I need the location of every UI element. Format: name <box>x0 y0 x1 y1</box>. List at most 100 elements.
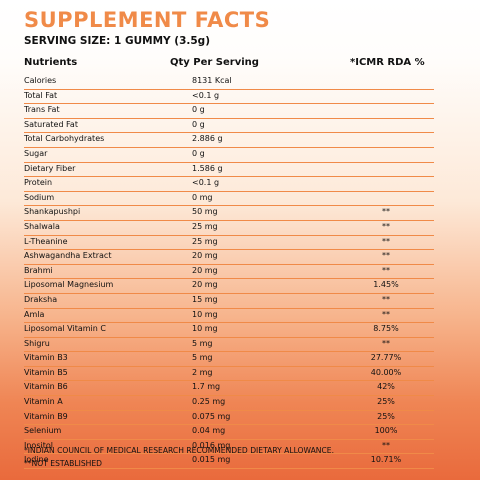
nutrient-rda: 1.45% <box>373 280 399 290</box>
table-row: Vitamin B9 0.075 mg 25% <box>24 411 434 426</box>
table-row: Vitamin B6 1.7 mg 42% <box>24 381 434 397</box>
table-row: Saturated Fat 0 g <box>24 119 434 134</box>
table-row: Shankapushpi 50 mg ** <box>24 206 434 221</box>
table-row: Vitamin B3 5 mg 27.77% <box>24 352 434 367</box>
page-title: SUPPLEMENT FACTS <box>24 8 271 32</box>
nutrient-qty: 10 mg <box>192 324 218 334</box>
nutrient-rda: ** <box>382 294 390 304</box>
nutrient-name: Liposomal Vitamin C <box>24 324 106 334</box>
nutrient-qty: 20 mg <box>192 265 218 275</box>
serving-size: SERVING SIZE: 1 GUMMY (3.5g) <box>24 35 211 47</box>
nutrient-rda: ** <box>382 338 390 348</box>
nutrient-name: Brahmi <box>24 265 53 275</box>
nutrient-name: Vitamin B3 <box>24 353 68 363</box>
table-row: Iodine 0.015 mg 10.71% <box>24 454 434 470</box>
nutrient-qty: <0.1 g <box>192 90 220 100</box>
table-row: Total Carbohydrates 2.886 g <box>24 133 434 148</box>
nutrient-qty: 0 g <box>192 105 205 115</box>
nutrient-qty: 5 mg <box>192 338 213 348</box>
nutrient-qty: 0.016 mg <box>192 440 231 450</box>
nutrient-qty: 50 mg <box>192 207 218 217</box>
nutrient-rda: 10.71% <box>370 455 402 465</box>
nutrient-name: Trans Fat <box>24 105 60 115</box>
table-row: Liposomal Magnesium 20 mg 1.45% <box>24 279 434 294</box>
table-row: Shalwala 25 mg ** <box>24 221 434 236</box>
nutrient-qty: 0.04 mg <box>192 426 226 436</box>
nutrient-rda: ** <box>382 265 390 275</box>
nutrient-name: Total Fat <box>24 90 58 100</box>
footnote-icmr: *INDIAN COUNCIL OF MEDICAL RESEARCH RECO… <box>24 446 335 455</box>
table-row: Amla 10 mg ** <box>24 309 434 324</box>
nutrient-name: Dietary Fiber <box>24 163 76 173</box>
nutrient-name: Shalwala <box>24 221 60 231</box>
nutrient-qty: 10 mg <box>192 309 218 319</box>
table-row: Inositol 0.016 mg ** <box>24 440 434 455</box>
nutrient-name: Sugar <box>24 148 48 158</box>
table-row: Draksha 15 mg ** <box>24 294 434 309</box>
nutrient-qty: 2.886 g <box>192 134 223 144</box>
header-qty: Qty Per Serving <box>170 57 259 68</box>
nutrient-name: Selenium <box>24 426 62 436</box>
nutrient-table: Calories 8131 Kcal Total Fat <0.1 g Trans … <box>24 75 434 470</box>
nutrient-name: Iodine <box>24 455 49 465</box>
nutrient-qty: 1.7 mg <box>192 382 221 392</box>
nutrient-name: Liposomal Magnesium <box>24 280 114 290</box>
table-row: Ashwagandha Extract 20 mg ** <box>24 250 434 265</box>
nutrient-qty: 20 mg <box>192 280 218 290</box>
nutrient-qty: 25 mg <box>192 236 218 246</box>
nutrient-qty: 8131 Kcal <box>192 76 232 85</box>
table-row: L-Theanine 25 mg ** <box>24 236 434 251</box>
nutrient-name: Shigru <box>24 338 50 348</box>
nutrient-name: Ashwagandha Extract <box>24 251 112 261</box>
nutrient-name: Total Carbohydrates <box>24 134 105 144</box>
nutrient-name: Shankapushpi <box>24 207 81 217</box>
table-row: Brahmi 20 mg ** <box>24 265 434 280</box>
table-row: Selenium 0.04 mg 100% <box>24 425 434 440</box>
table-row: Shigru 5 mg ** <box>24 338 434 353</box>
nutrient-rda: 25% <box>377 411 395 421</box>
nutrient-rda: ** <box>382 221 390 231</box>
nutrient-rda: ** <box>382 440 390 450</box>
nutrient-rda: 27.77% <box>370 353 402 363</box>
nutrient-name: Draksha <box>24 294 58 304</box>
nutrient-qty: 0 mg <box>192 192 213 202</box>
nutrient-name: Inositol <box>24 440 53 450</box>
table-row: Vitamin B5 2 mg 40.00% <box>24 367 434 382</box>
nutrient-qty: 1.586 g <box>192 163 223 173</box>
nutrient-name: Vitamin B6 <box>24 382 68 392</box>
nutrient-rda: 40.00% <box>370 367 402 377</box>
nutrient-qty: 0 g <box>192 148 205 158</box>
nutrient-name: Vitamin B5 <box>24 367 68 377</box>
table-row: Vitamin A 0.25 mg 25% <box>24 396 434 411</box>
table-row: Liposomal Vitamin C 10 mg 8.75% <box>24 323 434 338</box>
table-row: Trans Fat 0 g <box>24 104 434 119</box>
table-row: Sugar 0 g <box>24 148 434 163</box>
nutrient-rda: 25% <box>377 397 395 407</box>
table-row: Total Fat <0.1 g <box>24 90 434 105</box>
nutrient-name: Vitamin A <box>24 397 63 407</box>
nutrient-qty: 5 mg <box>192 353 213 363</box>
nutrient-name: Calories <box>24 76 57 85</box>
table-row: Sodium 0 mg <box>24 192 434 207</box>
nutrient-name: Sodium <box>24 192 55 202</box>
table-row: Dietary Fiber 1.586 g <box>24 163 434 178</box>
nutrient-name: Vitamin B9 <box>24 411 68 421</box>
nutrient-name: Saturated Fat <box>24 119 78 129</box>
nutrient-rda: ** <box>382 207 390 217</box>
nutrient-qty: 0.015 mg <box>192 455 231 465</box>
nutrient-qty: 2 mg <box>192 367 213 377</box>
nutrient-name: Protein <box>24 178 53 188</box>
nutrient-qty: <0.1 g <box>192 178 220 188</box>
nutrient-qty: 20 mg <box>192 251 218 261</box>
header-nutrients: Nutrients <box>24 57 78 68</box>
nutrient-qty: 0 g <box>192 119 205 129</box>
nutrient-qty: 25 mg <box>192 221 218 231</box>
table-row: Calories 8131 Kcal <box>24 75 434 90</box>
nutrient-qty: 0.25 mg <box>192 397 226 407</box>
nutrient-rda: 100% <box>374 426 398 436</box>
nutrient-name: L-Theanine <box>24 236 68 246</box>
nutrient-rda: ** <box>382 251 390 261</box>
nutrient-rda: 42% <box>377 382 395 392</box>
table-header: Nutrients Qty Per Serving *ICMR RDA % <box>24 57 454 69</box>
nutrient-rda: ** <box>382 236 390 246</box>
